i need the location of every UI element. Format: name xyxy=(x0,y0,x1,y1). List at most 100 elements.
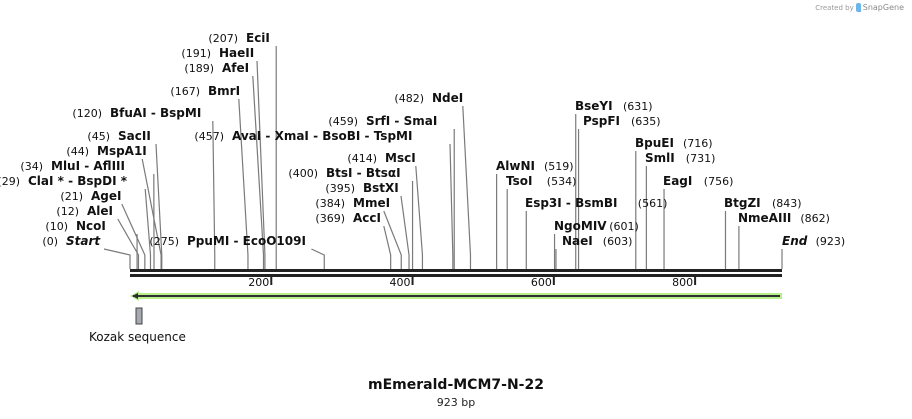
site-name: EciI xyxy=(246,31,270,45)
site-leader xyxy=(212,120,216,269)
restriction-site-alei[interactable]: (12) AleI xyxy=(56,204,113,218)
site-name: AvaI - XmaI - BsoBI - TspMI xyxy=(232,129,412,143)
site-position: (189) xyxy=(184,62,214,75)
site-name: AccI xyxy=(353,211,381,225)
site-leader xyxy=(252,75,265,269)
site-position: (29) xyxy=(0,175,20,188)
site-leader xyxy=(103,248,131,269)
site-name: PpuMI - EcoO109I xyxy=(187,234,306,248)
site-name: End xyxy=(782,234,808,248)
site-leader xyxy=(155,143,163,269)
restriction-site-esp3i[interactable]: Esp3I - BsmBI (561) xyxy=(525,196,667,210)
restriction-site-alwni[interactable]: AlwNI (519) xyxy=(496,159,574,173)
site-name: AlwNI xyxy=(496,159,535,173)
restriction-site-btsi[interactable]: (400) BtsI - BtsαI xyxy=(288,166,400,180)
restriction-site-ecii[interactable]: (207) EciI xyxy=(208,31,269,45)
restriction-site-tsoi[interactable]: TsoI (534) xyxy=(506,174,576,188)
restriction-site-bfuai[interactable]: (120) BfuAI - BspMI xyxy=(72,106,201,120)
site-position: (635) xyxy=(631,115,661,128)
site-position: (843) xyxy=(772,197,802,210)
restriction-site-smli[interactable]: SmlI (731) xyxy=(645,151,715,165)
site-position: (275) xyxy=(149,235,179,248)
site-name: BtsI - BtsαI xyxy=(326,166,401,180)
site-leader xyxy=(383,225,392,269)
snapgene-logo-icon xyxy=(855,3,861,12)
site-position: (923) xyxy=(816,235,846,248)
site-leader xyxy=(121,203,146,269)
restriction-site-ncoi[interactable]: (10) NcoI xyxy=(45,219,105,233)
restriction-site-end[interactable]: End (923) xyxy=(782,234,845,248)
site-position: (21) xyxy=(60,190,83,203)
site-name: MspA1I xyxy=(97,144,147,158)
restriction-site-start[interactable]: (0) Start xyxy=(42,234,101,248)
site-name: SrfI - SmaI xyxy=(366,114,437,128)
kozak-box[interactable] xyxy=(135,307,143,325)
kozak-sequence-label: Kozak sequence xyxy=(89,330,186,344)
restriction-site-srfi[interactable]: (459) SrfI - SmaI xyxy=(328,114,437,128)
site-position: (534) xyxy=(547,175,577,188)
site-name: Esp3I - BsmBI xyxy=(525,196,617,210)
site-name: BfuAI - BspMI xyxy=(110,106,201,120)
restriction-site-ndei[interactable]: (482) NdeI xyxy=(394,91,463,105)
restriction-site-bmri[interactable]: (167) BmrI xyxy=(170,84,240,98)
credit-prefix: Created by xyxy=(815,3,854,12)
site-position: (414) xyxy=(347,152,377,165)
restriction-site-sacii[interactable]: (45) SacII xyxy=(87,129,150,143)
snapgene-credit: Created by SnapGene xyxy=(815,3,904,12)
site-name: AgeI xyxy=(91,189,121,203)
restriction-site-bseyi[interactable]: BseYI (631) xyxy=(575,99,653,113)
restriction-site-mmei[interactable]: (384) MmeI xyxy=(315,196,390,210)
restriction-site-mlui[interactable]: (34) MluI - AflIII xyxy=(20,159,125,173)
restriction-site-agei[interactable]: (21) AgeI xyxy=(60,189,121,203)
feature-arrow-mEmerald[interactable] xyxy=(130,291,782,301)
site-name: NmeAIII xyxy=(738,211,791,225)
feature-arrow-tip-icon xyxy=(132,293,138,299)
backbone-bottom-strand xyxy=(130,274,782,277)
site-position: (756) xyxy=(704,175,734,188)
restriction-site-clai[interactable]: (29) ClaI * - BspDI * xyxy=(0,174,128,188)
site-leader xyxy=(117,218,140,269)
site-name: MmeI xyxy=(353,196,390,210)
site-position: (519) xyxy=(544,160,574,173)
restriction-site-bstxi[interactable]: (395) BstXI xyxy=(325,181,398,195)
site-leader-lines xyxy=(103,46,783,269)
site-name: NdeI xyxy=(432,91,463,105)
kozak-sequence-annotation[interactable] xyxy=(135,307,143,325)
site-name: MluI - AflIII xyxy=(51,159,125,173)
ruler-tick-label: 200 xyxy=(248,276,269,289)
site-name: ClaI * - BspDI * xyxy=(28,174,128,188)
site-leader xyxy=(400,195,410,269)
restriction-site-haeii[interactable]: (191) HaeII xyxy=(181,46,254,60)
site-position: (12) xyxy=(56,205,79,218)
restriction-site-mspa1i[interactable]: (44) MspA1I xyxy=(66,144,146,158)
site-labels: (0) Start(10) NcoI(12) AleI (21) AgeI (29) ClaI… xyxy=(0,31,845,248)
ruler-ticks: 200 400 600 800 xyxy=(248,276,697,289)
restriction-site-nmeaiii[interactable]: NmeAIII (862) xyxy=(738,211,830,225)
restriction-site-eagi[interactable]: EagI (756) xyxy=(663,174,733,188)
restriction-site-acci[interactable]: (369) AccI xyxy=(315,211,381,225)
restriction-site-ppumi[interactable]: (275) PpuMI - EcoO109I xyxy=(149,234,306,248)
sequence-backbone xyxy=(130,269,782,277)
site-position: (45) xyxy=(87,130,110,143)
map-title: mEmerald-MCM7-N-22 xyxy=(368,377,544,393)
site-leader xyxy=(383,210,402,269)
site-position: (10) xyxy=(45,220,68,233)
ruler-tick xyxy=(694,277,697,285)
site-position: (482) xyxy=(394,92,424,105)
site-name: SmlI xyxy=(645,151,675,165)
site-position: (631) xyxy=(623,100,653,113)
restriction-site-avai[interactable]: (457) AvaI - XmaI - BsoBI - TspMI xyxy=(194,129,412,143)
restriction-site-naei[interactable]: NaeI (603) xyxy=(562,234,632,248)
restriction-site-ngomiv[interactable]: NgoMIV (601) xyxy=(554,219,639,233)
restriction-site-pspfi[interactable]: PspFI (635) xyxy=(583,114,661,128)
restriction-site-btgzi[interactable]: BtgZI (843) xyxy=(724,196,802,210)
site-leader xyxy=(462,105,472,269)
site-position: (862) xyxy=(800,212,830,225)
restriction-site-msci[interactable]: (414) MscI xyxy=(347,151,415,165)
site-position: (167) xyxy=(170,85,200,98)
site-position: (384) xyxy=(315,197,345,210)
site-name: EagI xyxy=(663,174,692,188)
restriction-site-afei[interactable]: (189) AfeI xyxy=(184,61,249,75)
restriction-site-bpuei[interactable]: BpuEI (716) xyxy=(635,136,713,150)
